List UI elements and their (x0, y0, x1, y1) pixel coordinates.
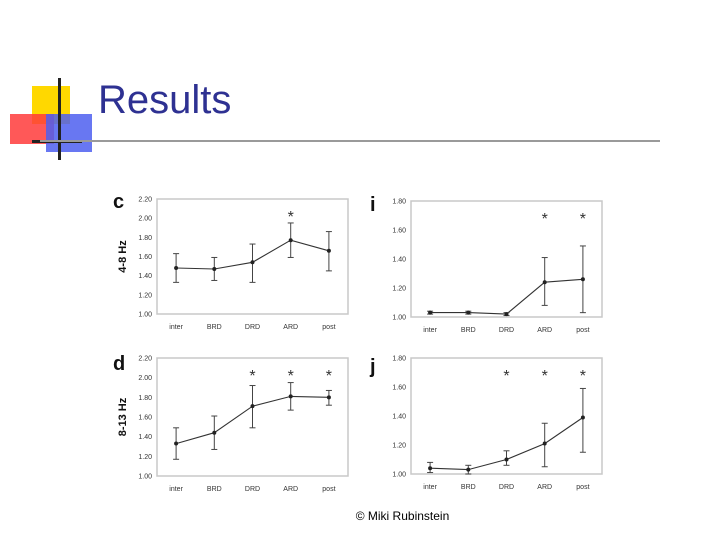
y-tick-label-i: 1.00 (392, 315, 406, 322)
y-tick-label-j: 1.20 (392, 443, 406, 450)
data-point-d (326, 395, 331, 400)
x-tick-label-i: inter (423, 327, 437, 334)
data-point-c (212, 266, 217, 271)
y-tick-label-j: 1.80 (392, 356, 406, 363)
y-tick-label-d: 1.20 (138, 454, 152, 461)
data-point-j (542, 441, 547, 446)
data-point-i (504, 312, 509, 317)
y-tick-label-c: 1.60 (138, 254, 152, 261)
y-tick-label-j: 1.40 (392, 414, 406, 421)
significance-star-c: * (288, 209, 294, 226)
y-tick-label-c: 1.40 (138, 273, 152, 280)
data-point-c (288, 238, 293, 243)
x-tick-label-c: ARD (283, 324, 298, 331)
y-tick-label-d: 2.00 (138, 375, 152, 382)
x-tick-label-c: post (322, 324, 335, 331)
y-tick-label-c: 1.20 (138, 292, 152, 299)
y-axis-label-d: 8-13 Hz (117, 397, 129, 436)
data-point-i (428, 310, 433, 315)
plot-frame-i (410, 200, 603, 318)
y-tick-label-d: 1.40 (138, 434, 152, 441)
x-tick-label-d: ARD (283, 486, 298, 493)
x-tick-label-d: BRD (207, 486, 222, 493)
panel-letter-c: c (113, 191, 124, 213)
data-point-i (580, 277, 585, 282)
x-tick-label-c: BRD (207, 324, 222, 331)
significance-star-j: * (503, 368, 509, 385)
y-tick-label-j: 1.00 (392, 472, 406, 479)
significance-star-j: * (542, 368, 548, 385)
panel-letter-i: i (370, 194, 376, 216)
data-point-i (466, 310, 471, 315)
x-tick-label-i: post (576, 327, 589, 334)
data-point-i (542, 280, 547, 285)
x-tick-label-i: ARD (537, 327, 552, 334)
significance-star-i: * (580, 211, 586, 228)
x-tick-label-i: BRD (461, 327, 476, 334)
plot-frame-d (156, 357, 349, 477)
x-tick-label-d: post (322, 486, 335, 493)
plot-frame-j (410, 357, 603, 475)
panel-letter-j: j (369, 356, 376, 378)
plot-frame-c (156, 198, 349, 315)
significance-star-i: * (542, 211, 548, 228)
y-tick-label-c: 1.80 (138, 235, 152, 242)
copyright-footer: © Miki Rubinstein (355, 509, 450, 523)
x-tick-label-j: post (576, 484, 589, 491)
data-point-j (504, 457, 509, 462)
x-tick-label-d: DRD (245, 486, 260, 493)
significance-star-j: * (580, 368, 586, 385)
data-point-d (212, 430, 217, 435)
x-tick-label-c: DRD (245, 324, 260, 331)
data-point-d (174, 441, 179, 446)
y-tick-label-d: 1.80 (138, 395, 152, 402)
significance-star-d: * (288, 368, 294, 385)
data-point-j (466, 467, 471, 472)
x-tick-label-j: BRD (461, 484, 476, 491)
y-tick-label-i: 1.40 (392, 257, 406, 264)
x-tick-label-i: DRD (499, 327, 514, 334)
title-underline (40, 140, 660, 142)
data-point-j (580, 415, 585, 420)
significance-star-d: * (249, 368, 255, 385)
y-tick-label-c: 2.00 (138, 216, 152, 223)
y-tick-label-d: 1.60 (138, 415, 152, 422)
data-point-c (250, 260, 255, 265)
y-tick-label-c: 1.00 (138, 312, 152, 319)
slide-title: Results (98, 78, 232, 122)
data-point-c (326, 248, 331, 253)
x-tick-label-d: inter (169, 486, 183, 493)
y-tick-label-i: 1.80 (392, 199, 406, 206)
decor-vertical-line (58, 78, 61, 160)
y-axis-label-c: 4-8 Hz (117, 240, 129, 273)
y-tick-label-i: 1.60 (392, 228, 406, 235)
data-point-j (428, 466, 433, 471)
y-tick-label-d: 2.20 (138, 356, 152, 363)
x-tick-label-c: inter (169, 324, 183, 331)
data-point-c (174, 266, 179, 270)
x-tick-label-j: ARD (537, 484, 552, 491)
y-tick-label-d: 1.00 (138, 474, 152, 481)
data-point-d (250, 404, 255, 409)
x-tick-label-j: DRD (499, 484, 514, 491)
decor-blue-square (46, 114, 92, 152)
data-point-d (288, 394, 293, 399)
y-tick-label-i: 1.20 (392, 286, 406, 293)
y-tick-label-c: 2.20 (138, 197, 152, 204)
significance-star-d: * (326, 368, 332, 385)
series-line-i (430, 278, 583, 315)
panel-letter-d: d (113, 353, 125, 375)
y-tick-label-j: 1.60 (392, 385, 406, 392)
x-tick-label-j: inter (423, 484, 437, 491)
